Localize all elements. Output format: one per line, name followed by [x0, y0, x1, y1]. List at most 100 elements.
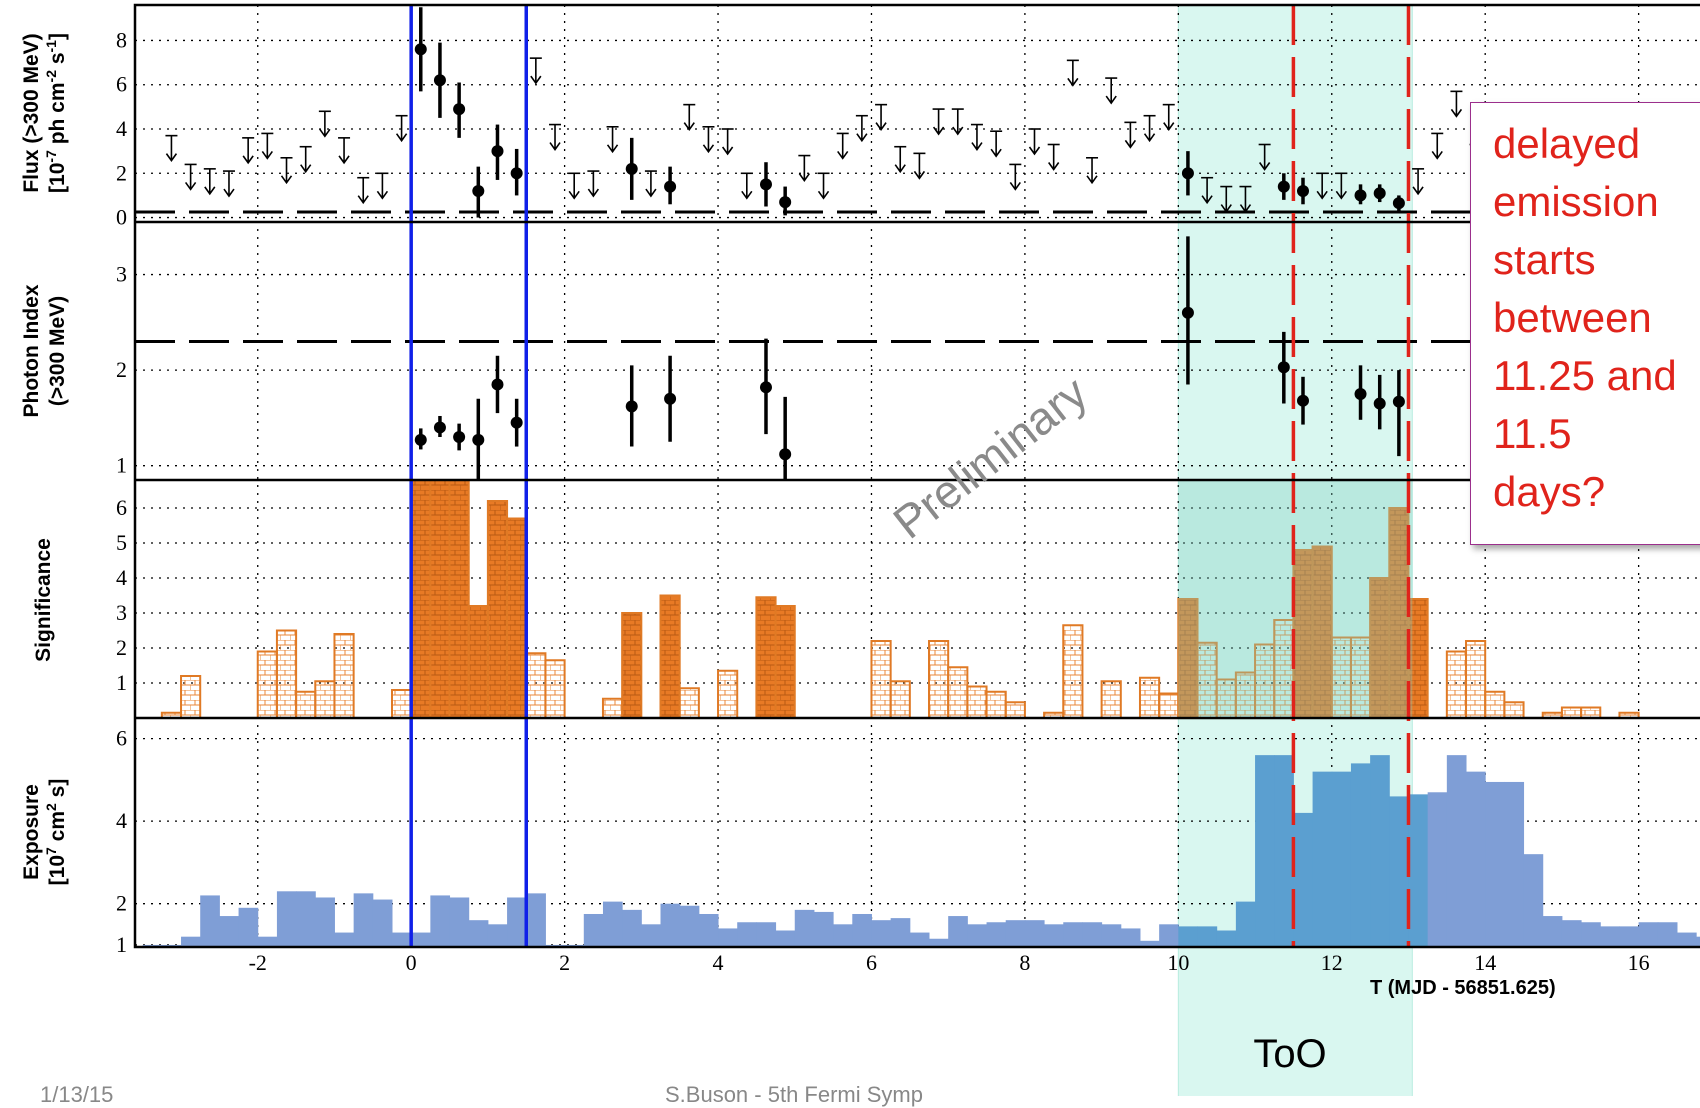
flux-upper-limit: [1028, 129, 1041, 156]
index-point: [414, 433, 427, 446]
exposure-bar: [1331, 771, 1352, 947]
significance-bar: [966, 685, 988, 719]
exposure-bar: [507, 897, 527, 947]
flux-point: [759, 178, 772, 191]
exposure-bar: [1082, 922, 1103, 947]
flux-upper-limit: [1143, 115, 1156, 143]
exposure-bar: [1101, 924, 1122, 947]
significance-bar: [1560, 706, 1583, 719]
exposure-bar: [219, 916, 240, 947]
index-point: [472, 433, 485, 446]
flux-point: [1296, 185, 1309, 197]
flux-upper-limit: [837, 133, 849, 160]
flux-upper-limit: [606, 126, 619, 154]
flux-upper-limit: [952, 109, 964, 136]
vertical-lines: [409, 5, 1411, 947]
significance-bar: [448, 479, 470, 719]
index-point: [1181, 306, 1194, 319]
flux-upper-limit: [1163, 104, 1175, 132]
index-point: [1392, 395, 1405, 408]
exposure-ylabel-line1: Exposure: [20, 784, 43, 880]
x-tick-label: -2: [249, 950, 267, 975]
flux-upper-limit: [1316, 173, 1328, 200]
y-tick-label: 6: [116, 72, 127, 97]
exposure-bar: [622, 909, 642, 947]
exposure-bar: [794, 909, 815, 947]
watermark-preliminary: Preliminary: [884, 366, 1097, 549]
exposure-bar: [334, 932, 355, 947]
panel-flux: [135, 7, 1700, 218]
significance-bar: [295, 690, 317, 719]
y-tick-label: 3: [116, 600, 127, 625]
significance-bar: [1100, 680, 1122, 719]
exposure-bar: [372, 899, 393, 947]
exposure-bar: [1619, 926, 1640, 947]
exposure-bar: [1293, 812, 1314, 947]
y-tick-label: 4: [116, 116, 127, 141]
exposure-bar: [583, 913, 604, 947]
callout-box: delayed emission starts between 11.25 an…: [1470, 102, 1700, 545]
x-axis-label: T (MJD - 56851.625): [1370, 977, 1556, 999]
footer-credit: S.Buson - 5th Fermi Symp: [665, 1082, 923, 1107]
exposure-bar: [1197, 926, 1218, 947]
y-tick-label: 2: [116, 635, 127, 660]
significance-bar: [467, 605, 489, 719]
significance-bar: [1465, 640, 1487, 719]
exposure-bar: [315, 897, 335, 947]
flux-upper-limit: [319, 111, 331, 138]
panel-index: [135, 236, 1700, 480]
flux-upper-limit: [1220, 186, 1232, 213]
y-tick-label: 1: [116, 670, 127, 695]
flux-upper-limit: [1067, 60, 1079, 87]
exposure-bar: [1063, 922, 1083, 947]
significance-bar: [985, 690, 1007, 719]
exposure-bar: [737, 922, 757, 947]
x-tick-label: 6: [866, 950, 877, 975]
exposure-bar: [1024, 920, 1045, 947]
flux-upper-limit: [971, 124, 983, 151]
exposure-bar: [430, 895, 451, 947]
significance-bar: [947, 666, 969, 719]
flux-upper-limit: [741, 173, 753, 200]
y-axis-labels: Flux (>300 MeV) [10-7 ph cm-2 s-1] Photon …: [20, 33, 69, 885]
significance-bar: [256, 650, 278, 719]
exposure-bar: [1581, 922, 1601, 947]
significance-bar: [1062, 624, 1084, 719]
index-point: [759, 381, 772, 394]
y-tick-label: 0: [116, 205, 127, 230]
flux-upper-limit: [894, 146, 906, 174]
index-point: [1354, 388, 1367, 400]
index-point: [453, 431, 466, 443]
exposure-bar: [1159, 924, 1179, 947]
significance-bar: [1004, 701, 1026, 719]
x-tick-label: 14: [1474, 950, 1496, 975]
flux-point: [1354, 189, 1367, 202]
exposure-bar: [1235, 901, 1256, 947]
significance-bar: [1138, 676, 1161, 719]
y-tick-label: 6: [116, 495, 127, 520]
x-tick-label: 8: [1019, 950, 1030, 975]
exposure-bar: [871, 920, 892, 947]
x-tick-label: 4: [713, 950, 724, 975]
exposure-bar: [1696, 936, 1700, 947]
flux-point: [1277, 180, 1290, 193]
index-ylabel-line1: Photon Index: [20, 284, 43, 417]
exposure-bar: [1638, 922, 1659, 947]
exposure-bar: [1466, 771, 1486, 947]
x-tick-label: 16: [1628, 950, 1650, 975]
significance-bar: [429, 479, 451, 719]
flux-upper-limit: [338, 137, 350, 165]
exposure-bar: [1255, 755, 1275, 947]
significance-bar: [678, 687, 700, 719]
exposure-bar: [1044, 924, 1064, 947]
exposure-bar: [967, 924, 988, 947]
exposure-bar: [1312, 771, 1333, 947]
exposure-bar: [1504, 781, 1525, 947]
exposure-bar: [1446, 755, 1467, 947]
x-tick-label: 2: [559, 950, 570, 975]
flux-point: [453, 103, 466, 116]
flux-upper-limit: [223, 171, 235, 198]
flux-upper-limit: [1335, 173, 1348, 200]
index-point: [625, 400, 638, 413]
